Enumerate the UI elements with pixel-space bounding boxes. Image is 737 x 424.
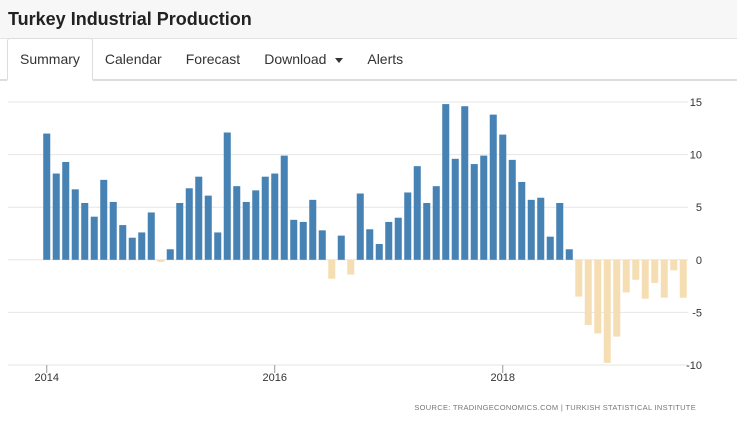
bar[interactable] bbox=[565, 249, 573, 260]
bar[interactable] bbox=[622, 259, 630, 293]
tab-calendar-label: Calendar bbox=[104, 51, 162, 67]
bar[interactable] bbox=[451, 158, 459, 260]
bar[interactable] bbox=[109, 201, 117, 260]
tab-alerts-label: Alerts bbox=[367, 51, 404, 67]
tab-summary-label: Summary bbox=[20, 51, 80, 67]
x-tick-label: 2014 bbox=[35, 372, 59, 384]
y-tick-label: -10 bbox=[686, 360, 702, 372]
bar[interactable] bbox=[43, 133, 51, 260]
bar[interactable] bbox=[147, 212, 155, 260]
bar[interactable] bbox=[242, 201, 250, 260]
y-tick-label: 0 bbox=[696, 255, 702, 267]
bar[interactable] bbox=[280, 155, 288, 260]
bar[interactable] bbox=[223, 132, 231, 260]
bar[interactable] bbox=[660, 259, 668, 298]
bar[interactable] bbox=[442, 104, 450, 260]
bar[interactable] bbox=[62, 161, 70, 260]
bar[interactable] bbox=[394, 217, 402, 260]
x-axis-ticks: 2014 2016 2018 bbox=[35, 365, 515, 384]
tab-forecast-label: Forecast bbox=[185, 51, 241, 67]
bar[interactable] bbox=[100, 179, 108, 260]
bar[interactable] bbox=[195, 176, 203, 260]
bar[interactable] bbox=[432, 186, 440, 260]
bar[interactable] bbox=[271, 173, 279, 260]
bar[interactable] bbox=[138, 232, 146, 260]
bar[interactable] bbox=[613, 259, 621, 337]
y-tick-label: -5 bbox=[692, 307, 702, 319]
y-tick-label: 15 bbox=[690, 97, 702, 109]
bar[interactable] bbox=[81, 202, 89, 260]
bar[interactable] bbox=[537, 197, 545, 260]
bar[interactable] bbox=[461, 106, 469, 260]
tab-forecast[interactable]: Forecast bbox=[174, 39, 252, 79]
industrial-production-chart: 15 10 5 0 -5 -10 2014 2016 2018 SOURCE: TRADING… bbox=[8, 97, 702, 412]
bar[interactable] bbox=[233, 186, 241, 260]
bar[interactable] bbox=[527, 199, 535, 260]
page-header: Turkey Industrial Production bbox=[0, 0, 737, 39]
bar[interactable] bbox=[556, 202, 564, 260]
bar[interactable] bbox=[90, 216, 98, 260]
bar-layer bbox=[43, 104, 687, 363]
bar[interactable] bbox=[157, 259, 165, 262]
bar[interactable] bbox=[518, 181, 526, 260]
bar[interactable] bbox=[499, 134, 507, 260]
tab-calendar[interactable]: Calendar bbox=[93, 39, 174, 79]
bar[interactable] bbox=[404, 192, 412, 260]
page-title: Turkey Industrial Production bbox=[8, 8, 252, 29]
x-tick-label: 2016 bbox=[263, 372, 287, 384]
tab-download-label: Download bbox=[264, 51, 327, 67]
bar[interactable] bbox=[337, 235, 345, 260]
bar[interactable] bbox=[299, 221, 307, 260]
bar[interactable] bbox=[584, 259, 592, 326]
bar[interactable] bbox=[632, 259, 640, 280]
bar[interactable] bbox=[603, 259, 611, 363]
x-tick-label: 2018 bbox=[491, 372, 515, 384]
bar[interactable] bbox=[252, 190, 260, 260]
bar[interactable] bbox=[594, 259, 602, 334]
y-tick-label: 5 bbox=[696, 202, 702, 214]
bar[interactable] bbox=[356, 193, 364, 260]
bar[interactable] bbox=[641, 259, 649, 299]
bar[interactable] bbox=[261, 176, 269, 260]
y-tick-label: 10 bbox=[690, 150, 702, 162]
tab-summary[interactable]: Summary bbox=[7, 38, 93, 81]
bar[interactable] bbox=[290, 219, 298, 260]
bar[interactable] bbox=[423, 202, 431, 260]
bar[interactable] bbox=[204, 195, 212, 260]
bar[interactable] bbox=[489, 114, 497, 260]
bar[interactable] bbox=[480, 155, 488, 260]
bar[interactable] bbox=[347, 259, 355, 275]
bar[interactable] bbox=[328, 259, 336, 279]
bar[interactable] bbox=[309, 199, 317, 260]
bar[interactable] bbox=[128, 237, 136, 260]
tab-bar: Summary Calendar Forecast Download Alert… bbox=[0, 38, 737, 81]
bar[interactable] bbox=[508, 159, 516, 260]
chart-container: 15 10 5 0 -5 -10 2014 2016 2018 SOURCE: TRADING… bbox=[0, 80, 737, 419]
bar[interactable] bbox=[166, 249, 174, 260]
caret-down-icon bbox=[335, 57, 344, 63]
bar[interactable] bbox=[413, 166, 421, 260]
bar[interactable] bbox=[71, 189, 79, 260]
bar[interactable] bbox=[318, 230, 326, 260]
bar[interactable] bbox=[185, 188, 193, 260]
bar[interactable] bbox=[176, 202, 184, 260]
bar[interactable] bbox=[385, 221, 393, 260]
bar[interactable] bbox=[679, 259, 687, 298]
bar[interactable] bbox=[651, 259, 659, 283]
bar[interactable] bbox=[375, 244, 383, 260]
chart-source: SOURCE: TRADINGECONOMICS.COM | TURKISH S… bbox=[414, 403, 696, 412]
y-axis-ticks: 15 10 5 0 -5 -10 bbox=[686, 97, 702, 372]
bar[interactable] bbox=[119, 225, 127, 260]
bar[interactable] bbox=[546, 236, 554, 260]
tab-download[interactable]: Download bbox=[252, 39, 355, 79]
bar[interactable] bbox=[670, 259, 678, 271]
tab-alerts[interactable]: Alerts bbox=[355, 39, 415, 79]
bar[interactable] bbox=[366, 229, 374, 260]
bar[interactable] bbox=[470, 164, 478, 260]
bar[interactable] bbox=[52, 173, 60, 260]
bar[interactable] bbox=[214, 232, 222, 260]
bar[interactable] bbox=[575, 259, 583, 297]
